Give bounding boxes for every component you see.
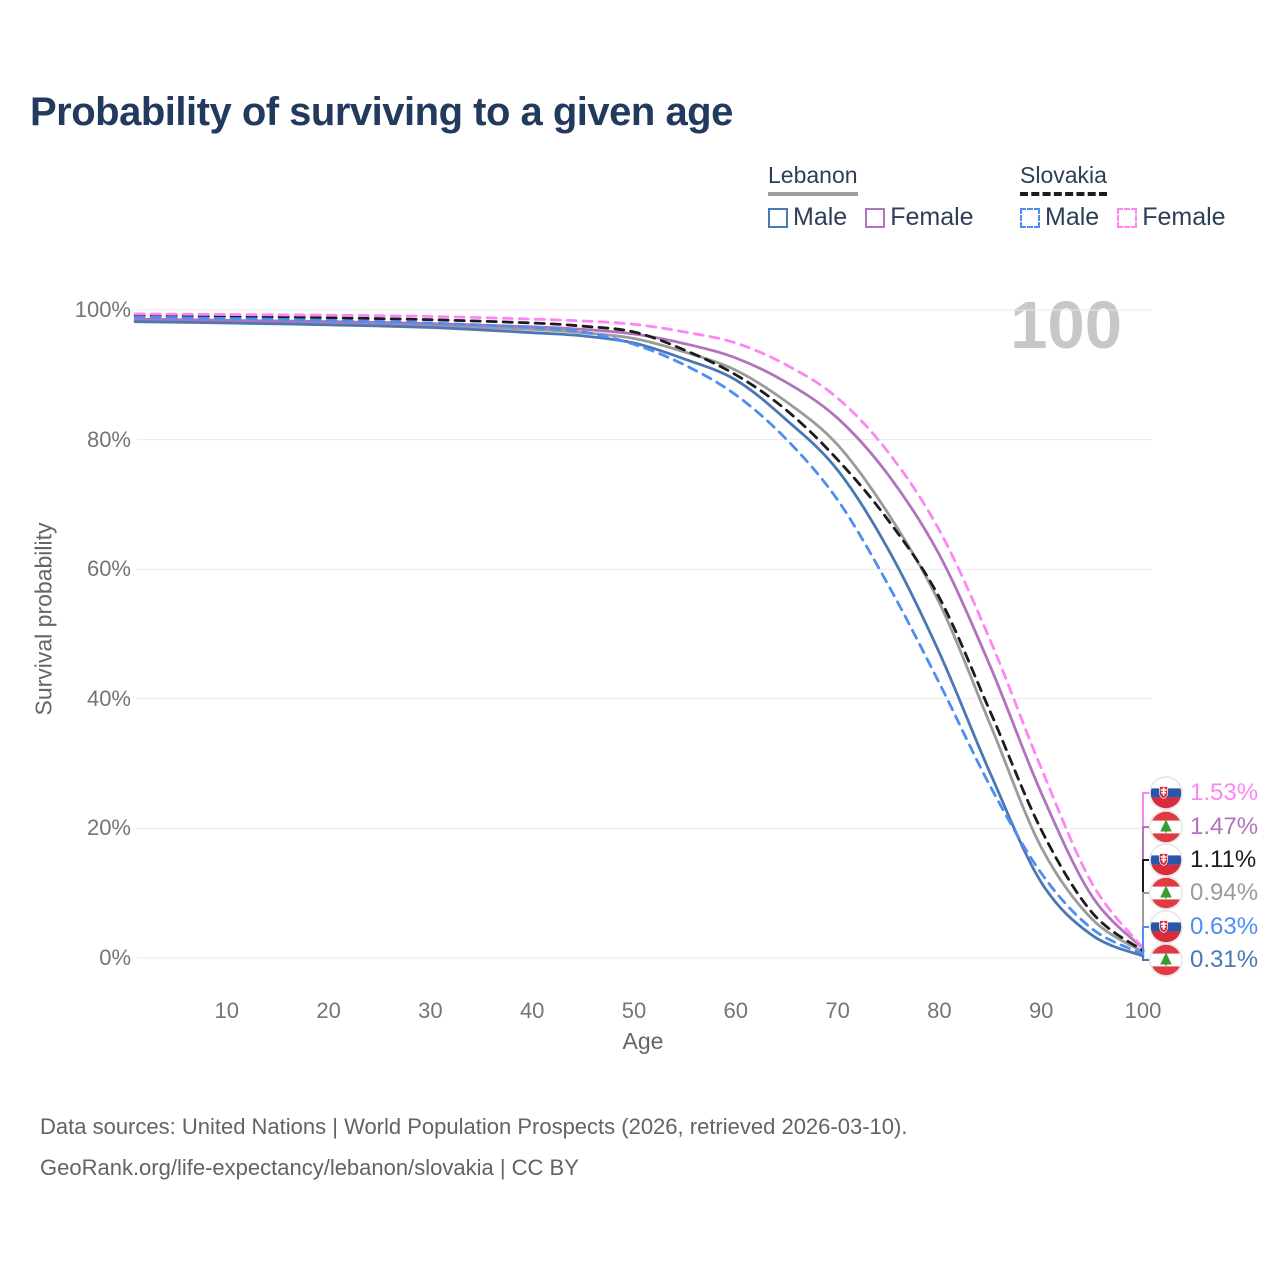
- x-tick-90: 90: [1028, 998, 1054, 1023]
- x-tick-50: 50: [621, 998, 647, 1023]
- line-lebanon-male: [133, 320, 1145, 958]
- legend-items-slovakia: Male Female: [1020, 203, 1226, 232]
- end-value-slovakia-male: 0.63%: [1190, 913, 1259, 940]
- end-value-lebanon-female: 1.47%: [1190, 813, 1259, 840]
- end-value-slovakia-total: 1.11%: [1190, 846, 1257, 873]
- end-label-slovakia-female: 1.53%: [1149, 776, 1258, 810]
- end-label-slovakia-total: 1.11%: [1149, 843, 1256, 877]
- x-tick-20: 20: [316, 998, 341, 1023]
- age-watermark: 100: [1010, 288, 1122, 363]
- leader-lebanon-male: [1142, 956, 1149, 961]
- end-label-lebanon-total: 0.94%: [1149, 876, 1258, 910]
- legend-label-lebanon-female: Female: [890, 203, 974, 231]
- line-lebanon-total: [133, 319, 1145, 954]
- footer: Data sources: United Nations | World Pop…: [40, 1106, 907, 1188]
- legend-label-slovakia-male: Male: [1045, 203, 1100, 231]
- end-value-lebanon-male: 0.31%: [1190, 946, 1259, 973]
- legend-country-lebanon[interactable]: Lebanon: [768, 162, 858, 196]
- legend-swatch-lebanon-male: [768, 207, 788, 228]
- lebanon-flag-icon: [1149, 943, 1183, 977]
- slovakia-flag-icon: [1149, 910, 1183, 944]
- legend-item-slovakia-female[interactable]: Female: [1117, 203, 1226, 232]
- x-tick-30: 30: [418, 998, 443, 1023]
- x-tick-80: 80: [927, 998, 952, 1023]
- legend-item-lebanon-male[interactable]: Male: [768, 203, 847, 232]
- slovakia-flag-icon: [1149, 843, 1183, 877]
- legend-swatch-lebanon-female: [865, 207, 886, 228]
- legend-label-lebanon-male: Male: [793, 203, 848, 231]
- end-label-slovakia-male: 0.63%: [1149, 910, 1258, 944]
- page-title: Probability of surviving to a given age: [30, 90, 733, 134]
- end-label-lebanon-female: 1.47%: [1149, 810, 1258, 844]
- legend-item-lebanon-female[interactable]: Female: [865, 203, 974, 232]
- line-lebanon-female: [133, 317, 1145, 950]
- end-value-lebanon-total: 0.94%: [1190, 879, 1259, 906]
- x-tick-70: 70: [825, 998, 850, 1023]
- y-tick-40%: 40%: [86, 685, 131, 711]
- end-value-slovakia-female: 1.53%: [1190, 779, 1259, 806]
- x-tick-100: 100: [1124, 998, 1162, 1023]
- legend-items-lebanon: Male Female: [768, 203, 974, 232]
- footer-attribution: GeoRank.org/life-expectancy/lebanon/slov…: [40, 1155, 579, 1180]
- line-slovakia-total: [133, 314, 1145, 953]
- end-label-lebanon-male: 0.31%: [1149, 943, 1258, 977]
- legend-group-lebanon: Lebanon Male Female: [768, 162, 974, 232]
- legend-swatch-slovakia-male: [1020, 207, 1040, 228]
- leader-slovakia-male: [1142, 926, 1149, 954]
- y-tick-0%: 0%: [99, 945, 131, 970]
- line-slovakia-female: [133, 312, 1145, 950]
- x-tick-60: 60: [723, 998, 749, 1023]
- y-tick-60%: 60%: [86, 556, 131, 582]
- y-axis-title: Survival probability: [30, 522, 57, 716]
- footer-data-sources: Data sources: United Nations | World Pop…: [40, 1114, 908, 1139]
- legend-group-slovakia: Slovakia Male Female: [1020, 162, 1226, 232]
- line-slovakia-male: [133, 315, 1145, 956]
- legend-item-slovakia-male[interactable]: Male: [1020, 203, 1099, 232]
- x-axis-title: Age: [622, 1028, 664, 1054]
- y-tick-100%: 100%: [74, 297, 131, 322]
- legend-swatch-slovakia-female: [1117, 207, 1138, 228]
- lebanon-flag-icon: [1149, 810, 1183, 844]
- y-tick-20%: 20%: [86, 815, 131, 841]
- legend-label-slovakia-female: Female: [1142, 203, 1226, 231]
- legend-country-slovakia[interactable]: Slovakia: [1020, 162, 1107, 196]
- y-tick-80%: 80%: [86, 426, 131, 452]
- slovakia-flag-icon: [1149, 776, 1183, 810]
- x-tick-10: 10: [214, 998, 240, 1023]
- x-tick-40: 40: [519, 998, 545, 1023]
- lebanon-flag-icon: [1149, 876, 1183, 910]
